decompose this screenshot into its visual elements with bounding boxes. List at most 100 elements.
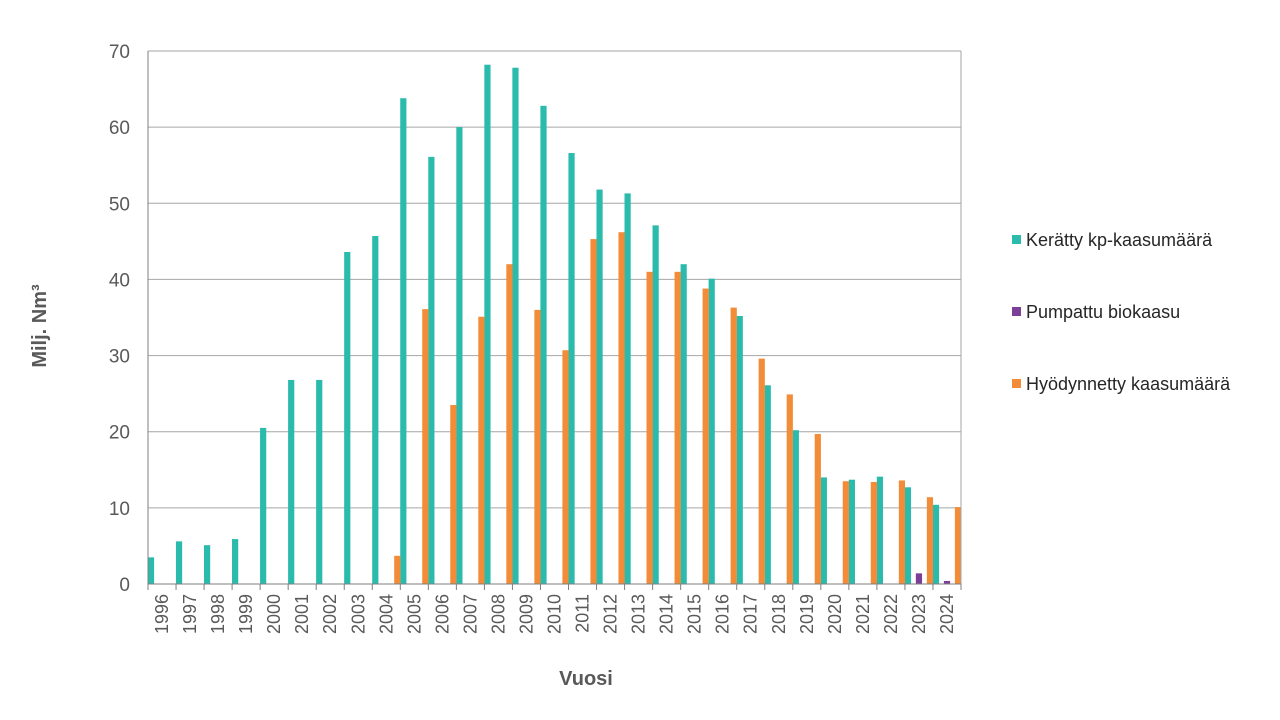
x-tick-label: 2017: [741, 594, 761, 634]
bar-3-2005: [422, 309, 429, 584]
bar-1-2016: [708, 278, 715, 584]
x-tick-label: 2003: [348, 594, 368, 634]
bar-3-2007: [478, 316, 485, 584]
bar-1-1996: [147, 557, 155, 584]
y-axis-title: Milj. Nm³: [29, 284, 51, 368]
x-tick-label: 2004: [376, 594, 396, 634]
bar-1-2018: [764, 385, 771, 584]
x-tick-label: 2018: [769, 594, 789, 634]
bar-3-2012: [618, 232, 625, 584]
x-tick-label: 2021: [853, 594, 873, 634]
bar-1-2006: [428, 156, 435, 585]
axes: [147, 50, 962, 590]
legend-label: Kerätty kp-kaasumäärä: [1026, 230, 1213, 250]
bar-1-2011: [568, 153, 575, 584]
bar-1-2013: [624, 193, 631, 584]
legend-label: Pumpattu biokaasu: [1026, 302, 1180, 322]
y-tick-labels: 0 10 20 30 40 50 60 70: [109, 42, 130, 596]
bar-3-2006: [450, 405, 457, 584]
y-tick-label: 40: [109, 270, 130, 291]
bar-1-1997: [175, 541, 183, 584]
bar-1-2017: [736, 315, 743, 584]
legend-swatch: [1012, 379, 1021, 388]
bar-1-2008: [484, 64, 491, 585]
y-tick-label: 30: [109, 347, 130, 368]
bars: [147, 64, 962, 585]
x-tick-label: 2014: [657, 594, 677, 634]
y-tick-label: 70: [109, 42, 130, 63]
bar-3-2018: [786, 394, 793, 584]
x-tick-label: 2008: [488, 594, 508, 634]
bar-3-2015: [702, 288, 709, 584]
bar-1-2014: [652, 225, 659, 585]
bar-1-2004: [372, 236, 379, 584]
bar-3-2021: [870, 481, 877, 584]
legend: Kerätty kp-kaasumäärä Pumpattu biokaasu Hy…: [1012, 230, 1231, 394]
y-tick-label: 10: [109, 499, 130, 520]
bar-1-2009: [512, 67, 519, 585]
x-tick-label: 2002: [320, 594, 340, 634]
bar-1-2001: [288, 379, 295, 584]
bar-3-2008: [506, 264, 513, 584]
x-tick-label: 2009: [516, 594, 536, 634]
x-tick-label: 2023: [909, 594, 929, 634]
gridlines: [148, 50, 961, 509]
legend-swatch: [1012, 307, 1021, 316]
x-tick-label: 2011: [573, 594, 593, 633]
bar-1-2024: [932, 504, 940, 584]
x-tick-label: 1998: [208, 594, 228, 634]
x-tick-label: 2020: [825, 594, 845, 634]
bar-1-2022: [876, 476, 884, 584]
bar-3-2014: [674, 271, 681, 584]
x-tick-labels: 1996 1997 1998 1999 2000 2001 2002 2003 2004 2005…: [152, 594, 957, 634]
x-tick-label: 2012: [601, 594, 621, 634]
y-tick-label: 60: [109, 118, 130, 139]
bar-3-2004: [394, 555, 401, 584]
bar-3-2019: [814, 433, 821, 584]
bar-3-2024: [954, 507, 962, 584]
x-tick-label: 2001: [292, 594, 312, 634]
bar-1-2000: [260, 427, 267, 584]
bar-3-2016: [730, 307, 737, 584]
x-tick-label: 2016: [713, 594, 733, 634]
bar-3-2010: [562, 350, 569, 584]
bar-3-2020: [842, 481, 849, 584]
bar-2-2023: [915, 573, 923, 584]
y-tick-label: 0: [119, 575, 130, 596]
y-tick-label: 50: [109, 194, 130, 215]
bar-1-2010: [540, 105, 547, 584]
x-tick-label: 2019: [797, 594, 817, 634]
x-tick-label: 1997: [180, 594, 200, 634]
bar-1-2007: [456, 127, 463, 585]
x-tick-label: 2006: [432, 594, 452, 634]
bar-1-2003: [344, 252, 351, 584]
bar-1-2005: [400, 98, 407, 585]
bar-1-2019: [792, 430, 799, 584]
bar-3-2013: [646, 271, 653, 584]
y-tick-label: 20: [109, 423, 130, 444]
x-tick-label: 1999: [236, 594, 256, 634]
bar-3-2009: [534, 309, 541, 584]
bar-1-1999: [232, 539, 239, 584]
x-tick-label: 2015: [685, 594, 705, 634]
bar-3-2011: [590, 239, 597, 584]
bar-1-2023: [904, 487, 912, 584]
bar-1-2015: [680, 264, 687, 584]
bar-1-2012: [596, 189, 603, 584]
x-tick-label: 2013: [629, 594, 649, 634]
bar-3-2022: [898, 480, 906, 584]
x-tick-label: 2005: [404, 594, 424, 634]
bar-1-2002: [316, 379, 323, 584]
bar-3-2023: [926, 497, 934, 584]
x-tick-label: 1996: [152, 594, 172, 634]
bar-1-2020: [820, 477, 827, 584]
x-axis-title: Vuosi: [559, 668, 613, 690]
legend-label: Hyödynnetty kaasumäärä: [1026, 374, 1231, 394]
bar-1-1998: [203, 545, 211, 584]
legend-swatch: [1012, 235, 1021, 244]
bar-3-2017: [758, 358, 765, 584]
bar-2-2024: [943, 580, 951, 584]
x-tick-label: 2010: [545, 594, 565, 634]
x-tick-label: 2000: [264, 594, 284, 634]
